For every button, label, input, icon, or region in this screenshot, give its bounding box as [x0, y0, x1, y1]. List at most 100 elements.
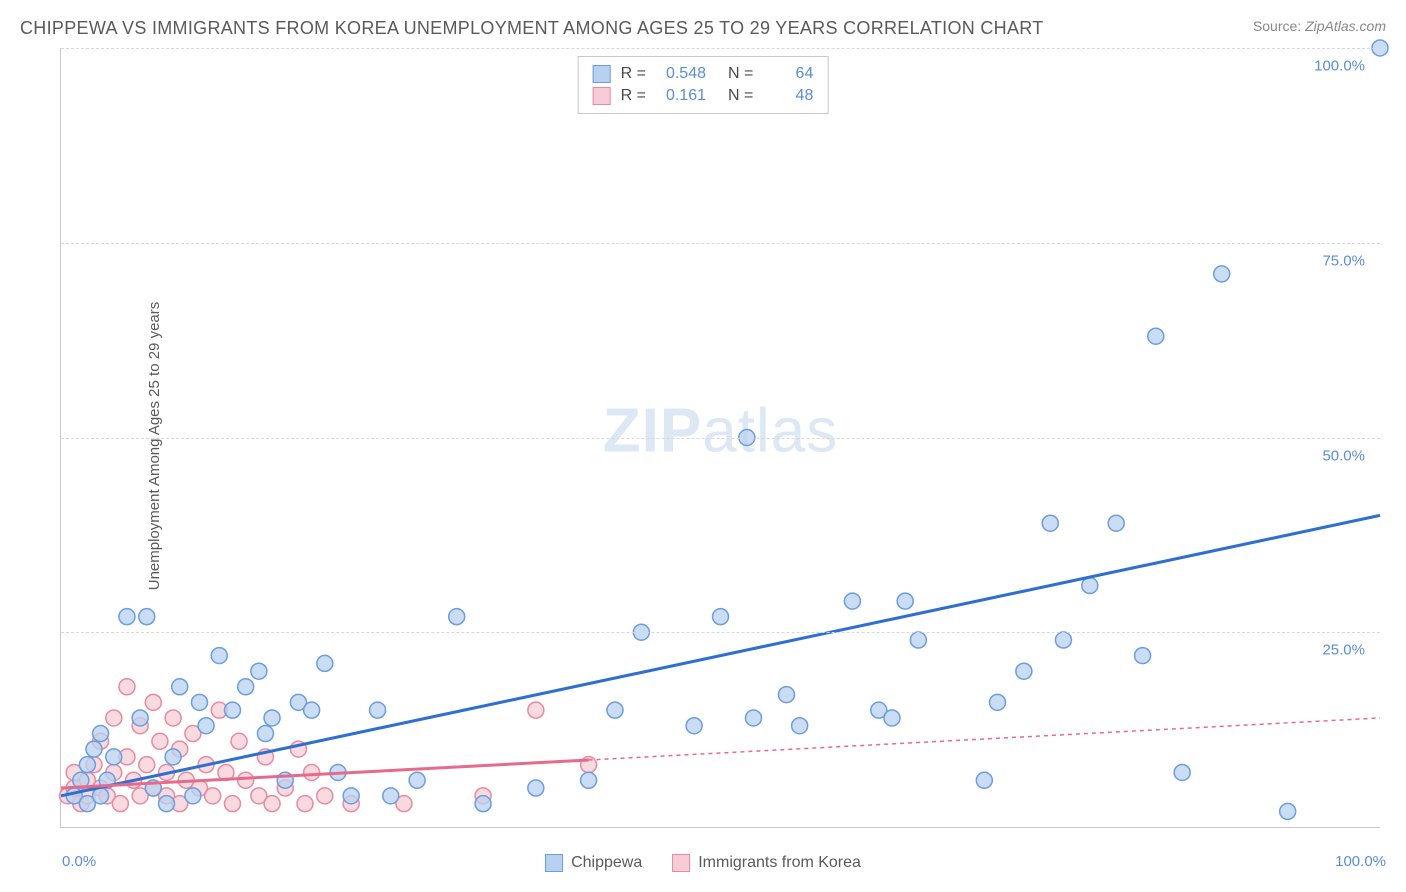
data-point	[910, 632, 926, 648]
data-point	[409, 772, 425, 788]
data-point	[224, 796, 240, 812]
data-point	[198, 718, 214, 734]
legend-label-1: Immigrants from Korea	[698, 854, 861, 872]
data-point	[1280, 803, 1296, 819]
swatch-series-0	[593, 65, 611, 83]
y-tick-label: 75.0%	[1322, 252, 1365, 269]
data-point	[86, 741, 102, 757]
data-point	[304, 702, 320, 718]
data-point	[844, 593, 860, 609]
data-point	[370, 702, 386, 718]
n-label-0: N =	[728, 65, 753, 83]
data-point	[159, 796, 175, 812]
data-point	[745, 710, 761, 726]
data-point	[119, 679, 135, 695]
gridline	[61, 632, 1380, 633]
trend-line-extrapolated	[589, 718, 1380, 760]
data-point	[778, 687, 794, 703]
data-point	[297, 796, 313, 812]
data-point	[112, 796, 128, 812]
data-point	[343, 788, 359, 804]
data-point	[191, 694, 207, 710]
x-tick-1: 100.0%	[1335, 853, 1386, 870]
data-point	[93, 788, 109, 804]
data-point	[383, 788, 399, 804]
r-label-1: R =	[621, 87, 646, 105]
y-tick-label: 100.0%	[1314, 58, 1365, 75]
r-value-0: 0.548	[656, 65, 706, 83]
legend-swatch-1	[672, 854, 690, 872]
source-value: ZipAtlas.com	[1305, 18, 1386, 34]
source-attribution: Source: ZipAtlas.com	[1253, 18, 1386, 34]
legend-label-0: Chippewa	[571, 854, 642, 872]
data-point	[317, 655, 333, 671]
data-point	[211, 648, 227, 664]
data-point	[1174, 764, 1190, 780]
source-label: Source:	[1253, 18, 1301, 34]
data-point	[581, 772, 597, 788]
stats-row-0: R = 0.548 N = 64	[593, 63, 814, 85]
data-point	[185, 788, 201, 804]
gridline	[61, 48, 1380, 49]
data-point	[607, 702, 623, 718]
gridline	[61, 243, 1380, 244]
data-point	[1135, 648, 1151, 664]
data-point	[205, 788, 221, 804]
data-point	[106, 710, 122, 726]
n-label-1: N =	[728, 87, 753, 105]
series-legend: Chippewa Immigrants from Korea	[545, 854, 861, 872]
data-point	[79, 757, 95, 773]
data-point	[528, 780, 544, 796]
legend-swatch-0	[545, 854, 563, 872]
data-point	[1148, 328, 1164, 344]
data-point	[686, 718, 702, 734]
data-point	[257, 726, 273, 742]
data-point	[132, 710, 148, 726]
data-point	[106, 749, 122, 765]
data-point	[231, 733, 247, 749]
data-point	[1016, 663, 1032, 679]
data-point	[93, 726, 109, 742]
plot-area: ZIPatlas 25.0%50.0%75.0%100.0%	[60, 48, 1380, 828]
data-point	[884, 710, 900, 726]
data-point	[792, 718, 808, 734]
data-point	[172, 679, 188, 695]
data-point	[1082, 578, 1098, 594]
data-point	[139, 609, 155, 625]
data-point	[264, 796, 280, 812]
x-tick-0: 0.0%	[62, 853, 96, 870]
data-point	[264, 710, 280, 726]
trend-line	[61, 515, 1380, 795]
data-point	[713, 609, 729, 625]
data-point	[475, 796, 491, 812]
y-tick-label: 50.0%	[1322, 447, 1365, 464]
data-point	[224, 702, 240, 718]
chart-title: CHIPPEWA VS IMMIGRANTS FROM KOREA UNEMPL…	[20, 18, 1044, 39]
data-point	[251, 663, 267, 679]
data-point	[1055, 632, 1071, 648]
data-point	[976, 772, 992, 788]
data-point	[238, 772, 254, 788]
data-point	[1042, 515, 1058, 531]
data-point	[238, 679, 254, 695]
gridline	[61, 438, 1380, 439]
data-point	[1214, 266, 1230, 282]
n-value-1: 48	[763, 87, 813, 105]
data-point	[317, 788, 333, 804]
data-point	[897, 593, 913, 609]
stats-legend: R = 0.548 N = 64 R = 0.161 N = 48	[578, 56, 829, 114]
y-tick-label: 25.0%	[1322, 642, 1365, 659]
data-point	[528, 702, 544, 718]
data-point	[449, 609, 465, 625]
r-label-0: R =	[621, 65, 646, 83]
data-point	[1108, 515, 1124, 531]
data-point	[145, 694, 161, 710]
data-point	[119, 609, 135, 625]
n-value-0: 64	[763, 65, 813, 83]
swatch-series-1	[593, 87, 611, 105]
r-value-1: 0.161	[656, 87, 706, 105]
legend-item-0: Chippewa	[545, 854, 642, 872]
stats-row-1: R = 0.161 N = 48	[593, 85, 814, 107]
data-point	[989, 694, 1005, 710]
data-point	[152, 733, 168, 749]
